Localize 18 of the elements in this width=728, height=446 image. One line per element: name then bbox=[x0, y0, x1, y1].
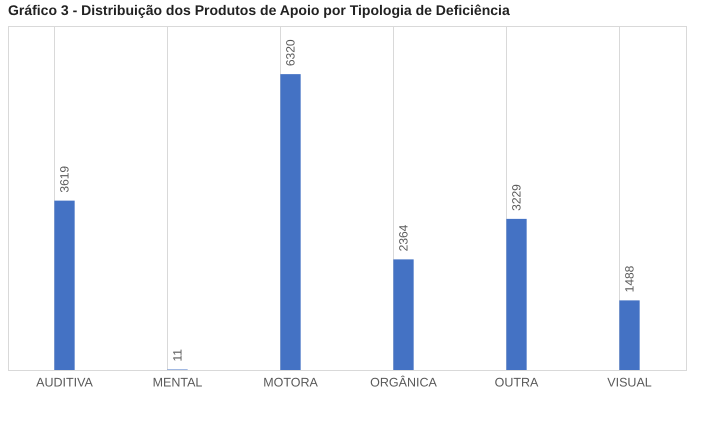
x-tick-label: MOTORA bbox=[263, 376, 318, 390]
x-tick-label: OUTRA bbox=[494, 376, 540, 390]
data-label: 3229 bbox=[510, 184, 524, 211]
x-tick-label: VISUAL bbox=[607, 376, 652, 390]
chart-title: Gráfico 3 - Distribuição dos Produtos de Apoio por Tipologia de Deficiência bbox=[8, 2, 510, 18]
bar bbox=[506, 218, 527, 370]
bar bbox=[619, 300, 640, 370]
data-label: 1488 bbox=[622, 265, 636, 292]
x-tick-label: AUDITIVA bbox=[36, 376, 94, 390]
data-label: 3619 bbox=[58, 166, 72, 193]
x-tick-label: MENTAL bbox=[152, 376, 202, 390]
data-label: 6320 bbox=[284, 39, 298, 66]
data-label: 2364 bbox=[396, 224, 410, 252]
bar bbox=[393, 259, 414, 370]
bar bbox=[54, 200, 75, 370]
x-tick-label: ORGÂNICA bbox=[370, 376, 438, 390]
bar bbox=[280, 74, 301, 370]
data-label: 11 bbox=[170, 348, 184, 362]
